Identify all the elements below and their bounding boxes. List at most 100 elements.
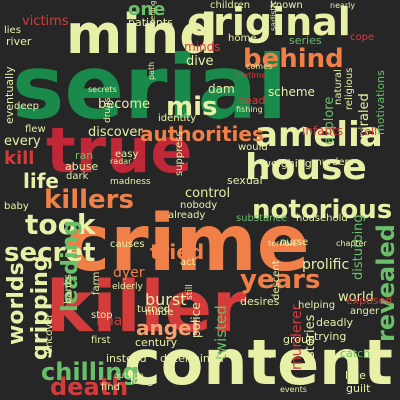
cloud-word: identity <box>158 113 197 124</box>
cloud-word: exposed <box>346 294 393 307</box>
cloud-word: burst <box>145 290 187 309</box>
cloud-word: desires <box>240 295 280 308</box>
cloud-word: serial <box>12 36 288 139</box>
cloud-word: known <box>270 0 303 11</box>
cloud-word: true <box>46 114 193 187</box>
cloud-word: amelia <box>255 115 383 155</box>
cloud-word: content <box>124 326 393 399</box>
cloud-word: tried <box>150 240 205 264</box>
cloud-word: household <box>296 213 348 224</box>
cloud-word: made <box>145 307 174 318</box>
cloud-word: secret <box>4 238 96 268</box>
cloud-word: final <box>96 313 127 329</box>
cloud-word: killer <box>46 266 247 348</box>
cloud-word: turned <box>137 304 171 315</box>
cloud-word: victims <box>22 14 69 29</box>
cloud-word: nurse <box>280 237 309 248</box>
cloud-word: dive <box>186 54 214 69</box>
cloud-word: infants <box>302 124 344 138</box>
cloud-word: notorious <box>252 195 393 225</box>
cloud-word: dam <box>208 82 235 96</box>
cloud-word: group <box>283 333 315 346</box>
cloud-word: killers <box>44 185 134 215</box>
cloud-word: patients <box>128 16 173 29</box>
cloud-word: drugs <box>103 97 113 123</box>
cloud-word: chilling <box>41 358 140 386</box>
cloud-word: frightening <box>149 1 157 40</box>
cloud-word: suppress <box>174 131 185 176</box>
cloud-word: substance <box>236 213 288 224</box>
cloud-word: scheme <box>268 85 315 99</box>
cloud-word: act <box>180 257 196 268</box>
cloud-word: long <box>130 374 154 387</box>
cloud-word: elderly <box>112 282 143 292</box>
cloud-word: river <box>6 35 32 48</box>
cloud-word: worlds <box>4 262 29 345</box>
cloud-word: minds <box>184 40 221 54</box>
cloud-word: motivations <box>374 70 387 135</box>
cloud-word: late <box>345 369 366 382</box>
cloud-word: madness <box>110 177 151 187</box>
cloud-word: dyer <box>113 265 145 281</box>
cloud-word: helping <box>298 300 336 311</box>
cloud-word: descent <box>271 260 282 300</box>
cloud-word: every <box>4 134 41 149</box>
cloud-word: control <box>185 186 231 201</box>
cloud-word: world <box>338 290 374 305</box>
cloud-word: guilt <box>346 382 371 395</box>
cloud-word: uncover <box>44 313 55 354</box>
cloud-word: determined <box>160 352 224 365</box>
cloud-word: causes <box>110 239 145 250</box>
cloud-word: weighing <box>262 157 312 170</box>
cloud-word: angel <box>136 316 199 340</box>
cloud-word: banks <box>63 274 74 304</box>
cloud-word: lifetime <box>236 71 267 80</box>
cloud-word: religious <box>344 67 355 110</box>
cloud-word: one <box>128 0 166 20</box>
cloud-word: dead <box>238 94 266 107</box>
cloud-word: deep <box>14 101 39 112</box>
cloud-word: murders <box>312 157 354 168</box>
cloud-word: instead <box>106 352 147 365</box>
cloud-word: dark <box>66 171 89 182</box>
cloud-word: revealed <box>372 224 400 342</box>
cloud-word: events <box>280 385 307 394</box>
cloud-word: sadistic <box>269 1 278 32</box>
cloud-word: deadly <box>316 316 354 329</box>
cloud-word: become <box>98 97 151 112</box>
cloud-word: prolific <box>302 257 350 273</box>
cloud-word: anger <box>350 306 380 317</box>
cloud-word: took <box>25 208 96 241</box>
cloud-word: century <box>135 336 178 349</box>
cloud-word: lies <box>4 25 21 36</box>
cloud-word: trying <box>314 330 347 343</box>
cloud-word: years <box>240 265 321 295</box>
cloud-word: first <box>91 335 111 346</box>
cloud-word: terrible <box>268 239 297 248</box>
cloud-word: radar <box>110 157 132 166</box>
cloud-word: authorities <box>140 122 264 146</box>
cloud-word: eventually <box>3 66 16 124</box>
cloud-word: still <box>185 284 195 300</box>
cloud-word: mis <box>166 92 218 122</box>
cloud-word: children <box>210 0 251 11</box>
cloud-word: sexual <box>227 174 263 187</box>
cloud-word: stop <box>91 310 113 321</box>
cloud-word: find <box>101 382 120 393</box>
cloud-word: outside <box>114 371 144 380</box>
cloud-word: easy <box>115 149 139 160</box>
cloud-word: life <box>23 169 59 193</box>
cloud-word: nearly <box>330 1 356 10</box>
cloud-word: cope <box>350 32 375 43</box>
cloud-word: secrets <box>88 85 117 94</box>
cloud-word: flew <box>25 124 46 135</box>
cloud-word: original <box>187 0 351 44</box>
cloud-word: crime <box>64 199 310 289</box>
cloud-word: home <box>228 33 257 44</box>
cloud-word: comes <box>246 62 273 71</box>
cloud-word: chapter <box>336 239 367 248</box>
cloud-word: mind <box>66 3 218 66</box>
cloud-word: nobody <box>180 200 218 211</box>
cloud-word: behind <box>243 44 344 74</box>
